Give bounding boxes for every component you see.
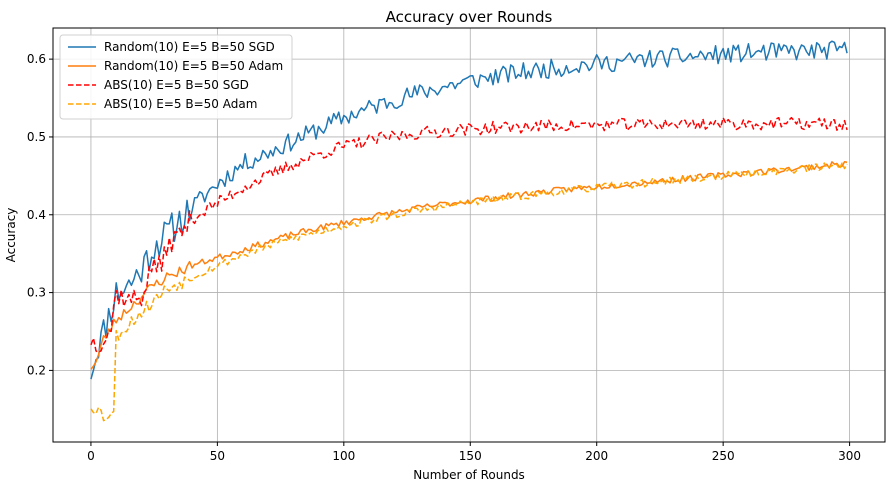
legend-label: ABS(10) E=5 B=50 SGD: [104, 78, 249, 92]
legend-label: ABS(10) E=5 B=50 Adam: [104, 97, 257, 111]
x-tick-label: 100: [332, 449, 355, 463]
series-line: [90, 162, 848, 422]
series-line: [90, 161, 848, 370]
series-lines: [90, 40, 848, 422]
series-line: [90, 40, 848, 380]
x-tick-label: 0: [87, 449, 95, 463]
y-tick-label: 0.6: [27, 52, 46, 66]
legend-label: Random(10) E=5 B=50 Adam: [104, 59, 283, 73]
plot-area-frame: [52, 27, 886, 443]
legend-label: Random(10) E=5 B=50 SGD: [104, 40, 275, 54]
y-tick-label: 0.5: [27, 130, 46, 144]
chart-title: Accuracy over Rounds: [386, 8, 553, 26]
x-tick-label: 200: [585, 449, 608, 463]
axis-ticks: 0 50 100 150 200 250 300 0.2 0.3 0.4 0.5 0.6: [27, 52, 861, 463]
y-tick-label: 0.2: [27, 363, 46, 377]
y-tick-label: 0.4: [27, 208, 46, 222]
x-tick-label: 150: [459, 449, 482, 463]
x-axis-label: Number of Rounds: [413, 468, 525, 481]
legend: Random(10) E=5 B=50 SGD Random(10) E=5 B=…: [59, 34, 293, 120]
y-axis-label: Accuracy: [4, 208, 18, 263]
legend-box: [59, 34, 293, 120]
x-tick-label: 50: [210, 449, 225, 463]
y-tick-label: 0.3: [27, 286, 46, 300]
x-tick-label: 250: [712, 449, 735, 463]
series-line: [90, 116, 848, 353]
x-tick-label: 300: [838, 449, 861, 463]
